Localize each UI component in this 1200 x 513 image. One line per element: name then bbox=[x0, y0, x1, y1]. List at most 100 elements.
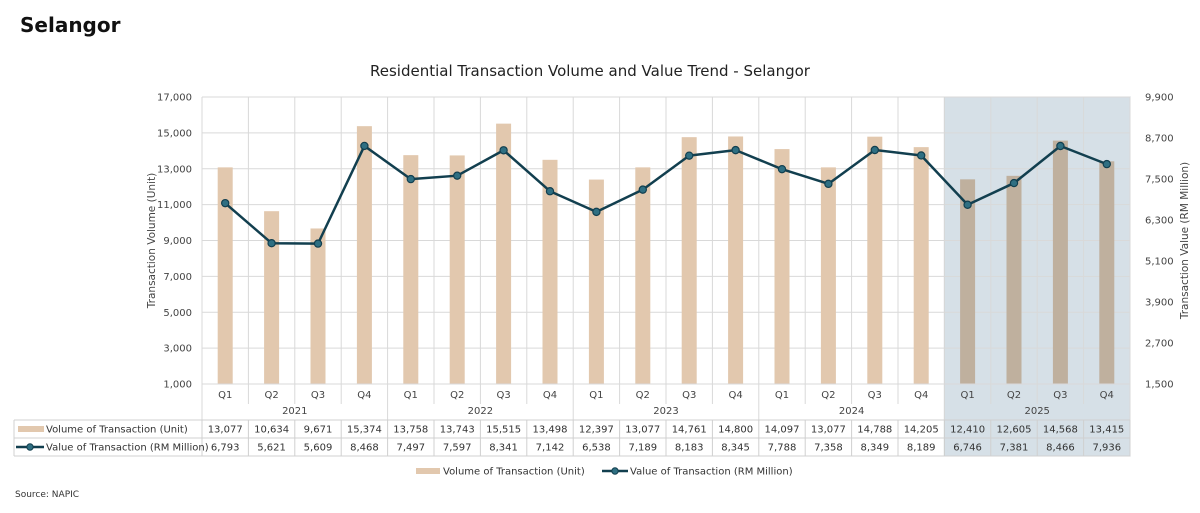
legend-key-volume bbox=[416, 468, 440, 474]
table-cell-value: 7,936 bbox=[1092, 443, 1121, 454]
x-tick-quarter: Q1 bbox=[775, 390, 789, 401]
table-row-label-value: Value of Transaction (RM Million) bbox=[46, 443, 209, 454]
point-value bbox=[731, 145, 740, 155]
point-value bbox=[638, 185, 648, 194]
y-tick-left: 11,000 bbox=[157, 200, 192, 211]
bar-volume bbox=[542, 159, 558, 384]
point-value bbox=[963, 200, 972, 209]
table-cell-volume: 14,788 bbox=[857, 425, 892, 436]
table-cell-volume: 13,758 bbox=[393, 425, 428, 436]
x-tick-quarter: Q4 bbox=[1100, 390, 1114, 401]
point-value bbox=[453, 171, 462, 180]
bar-volume bbox=[264, 211, 280, 384]
y-tick-right: 5,100 bbox=[1145, 257, 1174, 268]
x-tick-quarter: Q3 bbox=[496, 390, 510, 401]
table-cell-value: 8,341 bbox=[489, 443, 518, 454]
point-value bbox=[1056, 141, 1065, 151]
y-tick-right: 9,900 bbox=[1145, 93, 1174, 104]
bar-volume bbox=[588, 179, 604, 384]
x-tick-quarter: Q4 bbox=[357, 390, 371, 401]
bar-volume bbox=[217, 167, 233, 384]
table-cell-value: 7,142 bbox=[536, 443, 565, 454]
bar-volume bbox=[774, 149, 790, 384]
table-cell-value: 6,746 bbox=[953, 443, 982, 454]
table-cell-value: 8,468 bbox=[350, 443, 379, 454]
x-tick-quarter: Q3 bbox=[682, 390, 696, 401]
x-tick-quarter: Q2 bbox=[450, 390, 464, 401]
y-tick-left: 1,000 bbox=[163, 380, 192, 391]
table-cell-value: 7,358 bbox=[814, 443, 843, 454]
x-tick-quarter: Q3 bbox=[1053, 390, 1067, 401]
point-value bbox=[545, 187, 555, 196]
x-tick-year: 2021 bbox=[282, 406, 307, 417]
y-tick-left: 5,000 bbox=[163, 308, 192, 319]
x-tick-quarter: Q3 bbox=[311, 390, 325, 401]
table-cell-volume: 14,800 bbox=[718, 425, 753, 436]
point-value bbox=[313, 239, 323, 248]
table-cell-value: 8,345 bbox=[721, 443, 750, 454]
y-tick-right: 6,300 bbox=[1145, 216, 1174, 227]
table-cell-volume: 14,205 bbox=[904, 425, 939, 436]
legend-key-value-marker bbox=[611, 467, 619, 475]
y-tick-left: 17,000 bbox=[157, 93, 192, 104]
table-cell-volume: 9,671 bbox=[304, 425, 333, 436]
table-cell-volume: 13,077 bbox=[811, 425, 846, 436]
table-cell-volume: 13,743 bbox=[440, 425, 475, 436]
x-tick-quarter: Q3 bbox=[868, 390, 882, 401]
point-value bbox=[499, 146, 508, 155]
y-axis-title-right: Transaction Value (RM Million) bbox=[1179, 162, 1191, 320]
x-tick-quarter: Q2 bbox=[821, 390, 835, 401]
bar-volume bbox=[449, 155, 465, 384]
legend-label-value: Value of Transaction (RM Million) bbox=[630, 467, 793, 478]
x-tick-quarter: Q1 bbox=[404, 390, 418, 401]
table-cell-value: 8,466 bbox=[1046, 443, 1075, 454]
point-value bbox=[777, 164, 787, 174]
table-cell-value: 8,349 bbox=[860, 443, 889, 454]
y-tick-right: 3,900 bbox=[1145, 298, 1174, 309]
x-tick-quarter: Q4 bbox=[728, 390, 742, 401]
x-tick-year: 2023 bbox=[653, 406, 678, 417]
x-tick-quarter: Q2 bbox=[636, 390, 650, 401]
source-note: Source: NAPIC bbox=[15, 490, 80, 500]
table-cell-volume: 12,605 bbox=[997, 425, 1032, 436]
y-tick-left: 13,000 bbox=[157, 164, 192, 175]
point-value bbox=[870, 145, 880, 155]
table-cell-volume: 13,498 bbox=[533, 425, 568, 436]
y-tick-right: 7,500 bbox=[1145, 175, 1174, 186]
table-cell-value: 7,597 bbox=[443, 443, 472, 454]
y-tick-left: 15,000 bbox=[157, 128, 192, 139]
table-cell-volume: 12,410 bbox=[950, 425, 985, 436]
point-value bbox=[220, 198, 230, 208]
bar-volume bbox=[867, 136, 883, 384]
x-tick-year: 2024 bbox=[839, 406, 864, 417]
table-cell-value: 7,189 bbox=[628, 443, 657, 454]
x-tick-year: 2025 bbox=[1024, 406, 1049, 417]
point-value bbox=[824, 179, 833, 189]
table-cell-value: 5,621 bbox=[257, 443, 286, 454]
table-cell-value: 7,497 bbox=[396, 443, 425, 454]
point-value bbox=[592, 207, 601, 217]
point-value bbox=[267, 238, 276, 248]
bar-volume bbox=[310, 228, 326, 384]
table-cell-volume: 13,077 bbox=[208, 425, 243, 436]
page-heading: Selangor bbox=[20, 13, 121, 37]
x-tick-quarter: Q1 bbox=[960, 390, 974, 401]
bar-volume bbox=[681, 137, 697, 384]
table-key-volume bbox=[18, 426, 44, 432]
table-cell-value: 6,793 bbox=[211, 443, 240, 454]
bar-volume bbox=[820, 167, 836, 384]
table-cell-value: 8,189 bbox=[907, 443, 936, 454]
table-cell-volume: 13,077 bbox=[625, 425, 660, 436]
table-cell-volume: 15,374 bbox=[347, 425, 382, 436]
point-value bbox=[1102, 159, 1112, 169]
bar-volume bbox=[960, 179, 976, 384]
y-tick-right: 2,700 bbox=[1145, 339, 1174, 350]
point-value bbox=[685, 151, 694, 160]
table-cell-volume: 14,097 bbox=[765, 425, 800, 436]
y-tick-right: 1,500 bbox=[1145, 380, 1174, 391]
y-axis-title-left: Transaction Volume (Unit) bbox=[146, 173, 158, 309]
x-tick-quarter: Q1 bbox=[589, 390, 603, 401]
table-key-value-marker bbox=[26, 443, 34, 451]
bar-volume bbox=[728, 136, 744, 384]
